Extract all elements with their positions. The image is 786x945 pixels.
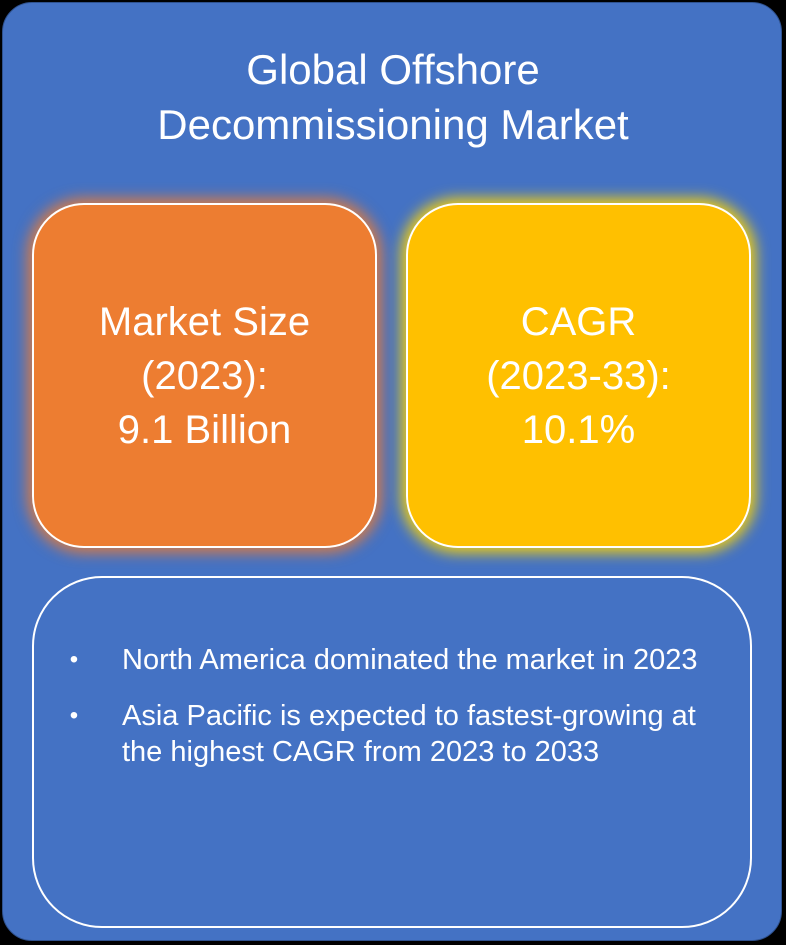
highlight-text: North America dominated the market in 20… (122, 644, 698, 676)
highlights-box: • North America dominated the market in … (32, 576, 752, 928)
cagr-label: CAGR (520, 299, 637, 344)
title-line-2: Decommissioning Market (157, 101, 629, 148)
highlight-item: • North America dominated the market in … (64, 642, 714, 678)
cagr-card: CAGR (2023-33): 10.1% (406, 203, 751, 548)
highlight-item: • Asia Pacific is expected to fastest-gr… (64, 698, 714, 770)
highlight-text: Asia Pacific is expected to fastest-grow… (122, 700, 696, 768)
cagr-value: 10.1% (521, 407, 636, 452)
title-line-1: Global Offshore (246, 46, 540, 93)
bullet-icon: • (69, 702, 79, 729)
market-size-year: (2023): (141, 353, 268, 398)
market-size-card: Market Size (2023): 9.1 Billion (32, 203, 377, 548)
market-size-value: 9.1 Billion (117, 407, 292, 452)
cagr-period: (2023-33): (486, 353, 671, 398)
bullet-icon: • (69, 646, 79, 673)
infographic-title: Global Offshore Decommissioning Market (0, 42, 786, 152)
market-size-label: Market Size (98, 299, 311, 344)
highlights-list: • North America dominated the market in … (64, 642, 714, 790)
